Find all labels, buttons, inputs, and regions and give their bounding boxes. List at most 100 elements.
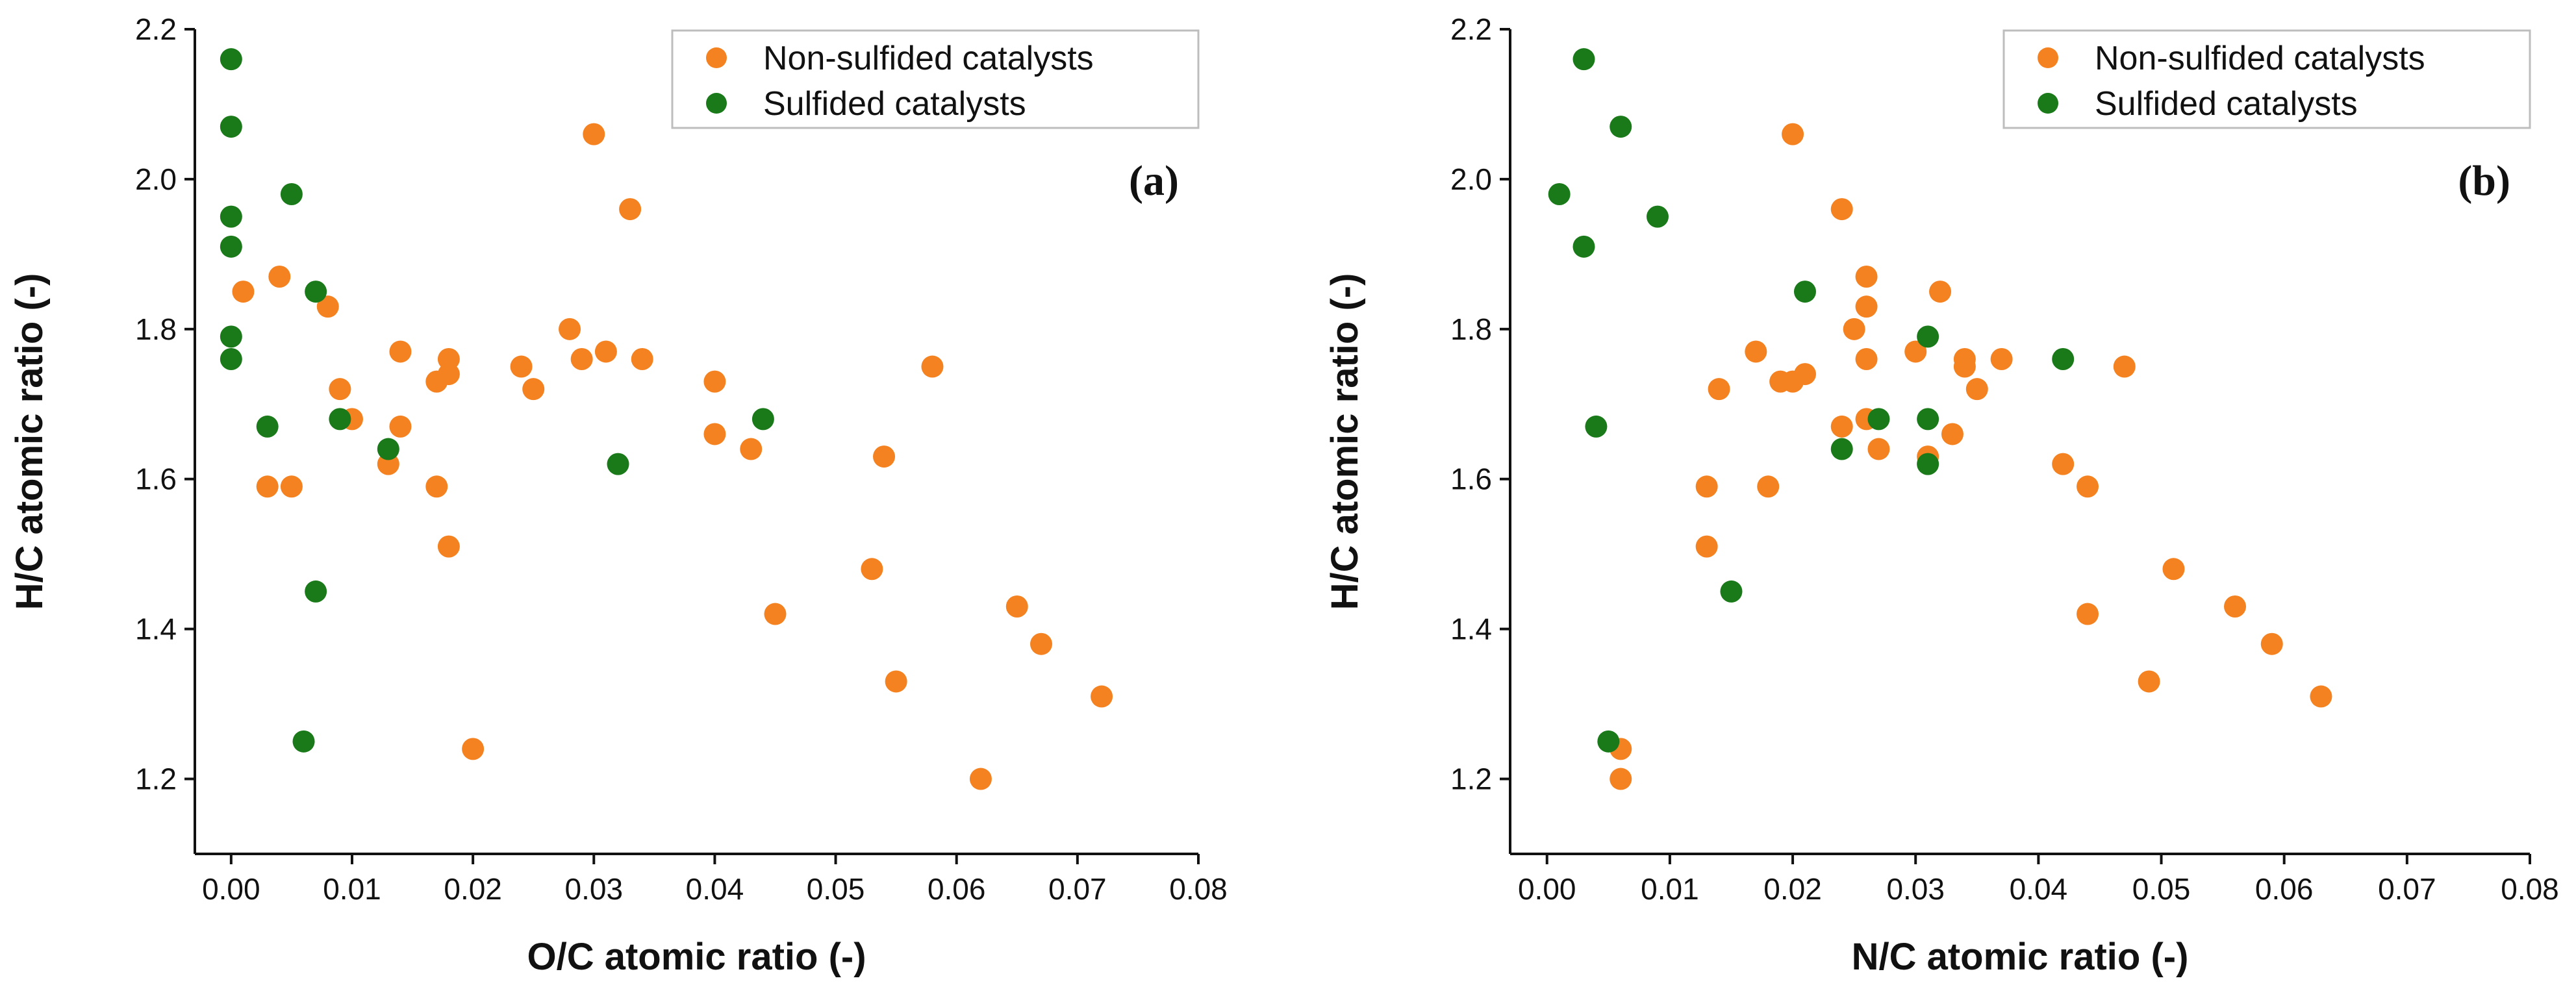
y-tick-label: 1.6 [135,462,177,496]
legend-frame [2002,29,2531,129]
data-point [619,198,642,221]
data-point [2260,632,2283,655]
x-tick-label: 0.01 [323,872,381,906]
data-point [703,370,726,393]
data-point [220,48,242,71]
data-point [220,116,242,138]
x-tick-label: 0.03 [1886,872,1945,906]
data-point [2052,453,2075,475]
data-point [583,123,605,145]
data-point [305,580,327,603]
data-point [1843,318,1865,340]
x-tick-label: 0.05 [807,872,865,906]
data-point [570,348,593,370]
data-point [389,415,412,438]
data-point [1708,378,1730,401]
data-point [1830,415,1853,438]
data-point [594,340,617,363]
series-sulfided [220,48,774,753]
data-point [1585,415,1608,438]
data-point [631,348,653,370]
legend-label: Sulfided catalysts [763,85,1026,123]
x-tick-label: 0.00 [1518,872,1576,906]
y-tick-label: 2.2 [1450,12,1492,46]
data-point [2077,475,2099,498]
y-tick-label: 2.0 [135,162,177,196]
data-point [425,475,448,498]
x-tick-label: 0.00 [202,872,260,906]
data-point [437,535,460,558]
data-point [1855,295,1878,318]
legend-label: Non-sulfided catalysts [763,40,1094,77]
data-point [1917,325,1939,348]
data-point [280,475,303,498]
data-point [220,348,242,370]
data-point [510,355,533,378]
data-point [1548,183,1571,205]
data-point [1867,438,1890,460]
data-point [1695,475,1718,498]
series-sulfided [1548,48,2075,753]
data-point [559,318,581,340]
data-point [1965,378,1988,401]
y-tick-label: 2.2 [135,12,177,46]
x-tick-label: 0.04 [2010,872,2068,906]
x-tick-label: 0.03 [565,872,624,906]
data-point [1793,281,1816,303]
data-point [1793,363,1816,386]
legend: Non-sulfided catalysts Sulfided catalysts [671,29,1200,129]
data-point [703,423,726,445]
y-axis-title: H/C atomic ratio (-) [1324,273,1366,610]
data-point [329,378,351,401]
panel-label: (b) [2458,157,2510,205]
data-point [1757,475,1780,498]
data-point [1917,453,1939,475]
data-point [1572,48,1595,71]
y-tick-label: 1.4 [1450,612,1492,646]
data-point [740,438,763,460]
data-point [280,183,303,205]
data-point [969,768,992,790]
data-point [1745,340,1767,363]
data-point [885,670,907,693]
y-tick-label: 1.8 [135,312,177,346]
y-axis-title: H/C atomic ratio (-) [8,273,51,610]
y-tick-label: 1.4 [135,612,177,646]
data-point [921,355,944,378]
chart-panel-1: 0.00 0.01 0.02 0.03 0.04 0.05 0.06 0.07 0.08 1.2 1… [8,12,1228,978]
data-point [2052,348,2075,370]
data-point [1855,348,1878,370]
data-point [1830,198,1853,221]
y-tick-label: 1.2 [1450,762,1492,796]
data-point [1720,580,1743,603]
data-point [1572,235,1595,258]
legend-marker [706,93,727,114]
data-point [2310,685,2332,708]
data-point [1917,408,1939,431]
data-point [268,266,291,288]
y-tick-label: 1.6 [1450,462,1492,496]
x-tick-label: 0.06 [928,872,986,906]
data-point [522,378,545,401]
data-point [462,738,485,760]
y-tick-label: 2.0 [1450,162,1492,196]
data-point [437,363,460,386]
data-point [256,415,279,438]
data-point [861,558,883,581]
y-tick-label: 1.2 [135,762,177,796]
panel-label: (a) [1129,157,1179,205]
data-point [2224,595,2247,618]
data-point [1091,685,1113,708]
legend-label: Non-sulfided catalysts [2095,40,2425,77]
data-point [292,730,315,753]
x-tick-label: 0.07 [1048,872,1107,906]
data-point [751,408,774,431]
legend-marker [2038,93,2058,114]
data-point [2138,670,2160,693]
data-point [2077,603,2099,625]
legend-frame [671,29,1200,129]
x-axis-title: O/C atomic ratio (-) [527,936,866,978]
data-point [329,408,351,431]
data-point [873,445,896,468]
